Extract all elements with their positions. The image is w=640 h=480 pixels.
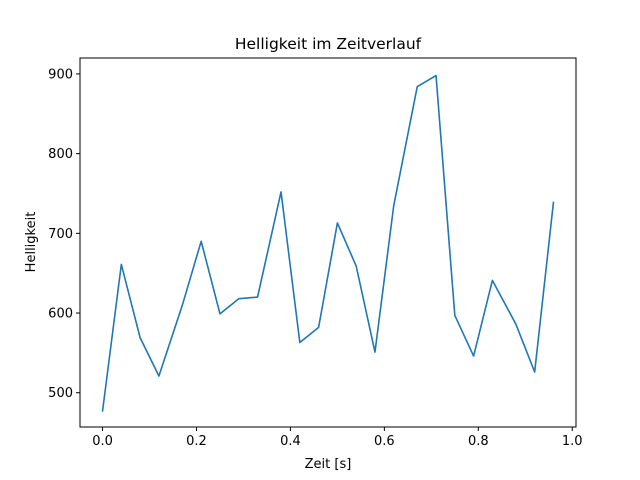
data-point [218, 312, 221, 315]
x-tick-label: 0.0 [92, 434, 113, 449]
data-point [435, 74, 438, 77]
data-point [336, 221, 339, 224]
data-point [120, 263, 123, 266]
data-point [472, 355, 475, 358]
axes-frame [79, 57, 577, 428]
chart-title: Helligkeit im Zeitverlauf [235, 35, 422, 53]
y-tick-label: 900 [48, 67, 73, 82]
plot-area [101, 74, 555, 413]
x-axis-label: Zeit [s] [305, 457, 352, 472]
x-tick-label: 0.2 [186, 434, 207, 449]
y-axis-label: Helligkeit [24, 212, 39, 273]
x-axis: 0.0 0.2 0.4 0.6 0.8 1.0 [92, 427, 583, 449]
y-tick-label: 700 [48, 227, 73, 242]
x-tick-label: 0.6 [374, 434, 395, 449]
series-line [101, 74, 555, 412]
data-point [237, 297, 240, 300]
data-point [453, 314, 456, 317]
data-point [280, 190, 283, 193]
data-point [157, 374, 160, 377]
y-axis: 500 600 700 800 900 [48, 67, 80, 401]
y-tick-label: 800 [48, 147, 73, 162]
data-point [181, 304, 184, 307]
data-point [256, 296, 259, 299]
data-point [491, 279, 494, 282]
data-point [317, 326, 320, 329]
y-tick-label: 500 [48, 386, 73, 401]
x-tick-label: 0.4 [280, 434, 301, 449]
data-point [298, 341, 301, 344]
data-point [355, 265, 358, 268]
y-tick-label: 600 [48, 307, 73, 322]
x-tick-label: 0.8 [468, 434, 489, 449]
data-point [139, 336, 142, 339]
data-point [392, 204, 395, 207]
data-point [200, 240, 203, 243]
data-point [533, 371, 536, 374]
x-tick-label: 1.0 [562, 434, 583, 449]
data-point [416, 85, 419, 88]
data-point [514, 323, 517, 326]
data-point [552, 201, 555, 204]
data-point [101, 410, 104, 413]
data-point [373, 351, 376, 354]
